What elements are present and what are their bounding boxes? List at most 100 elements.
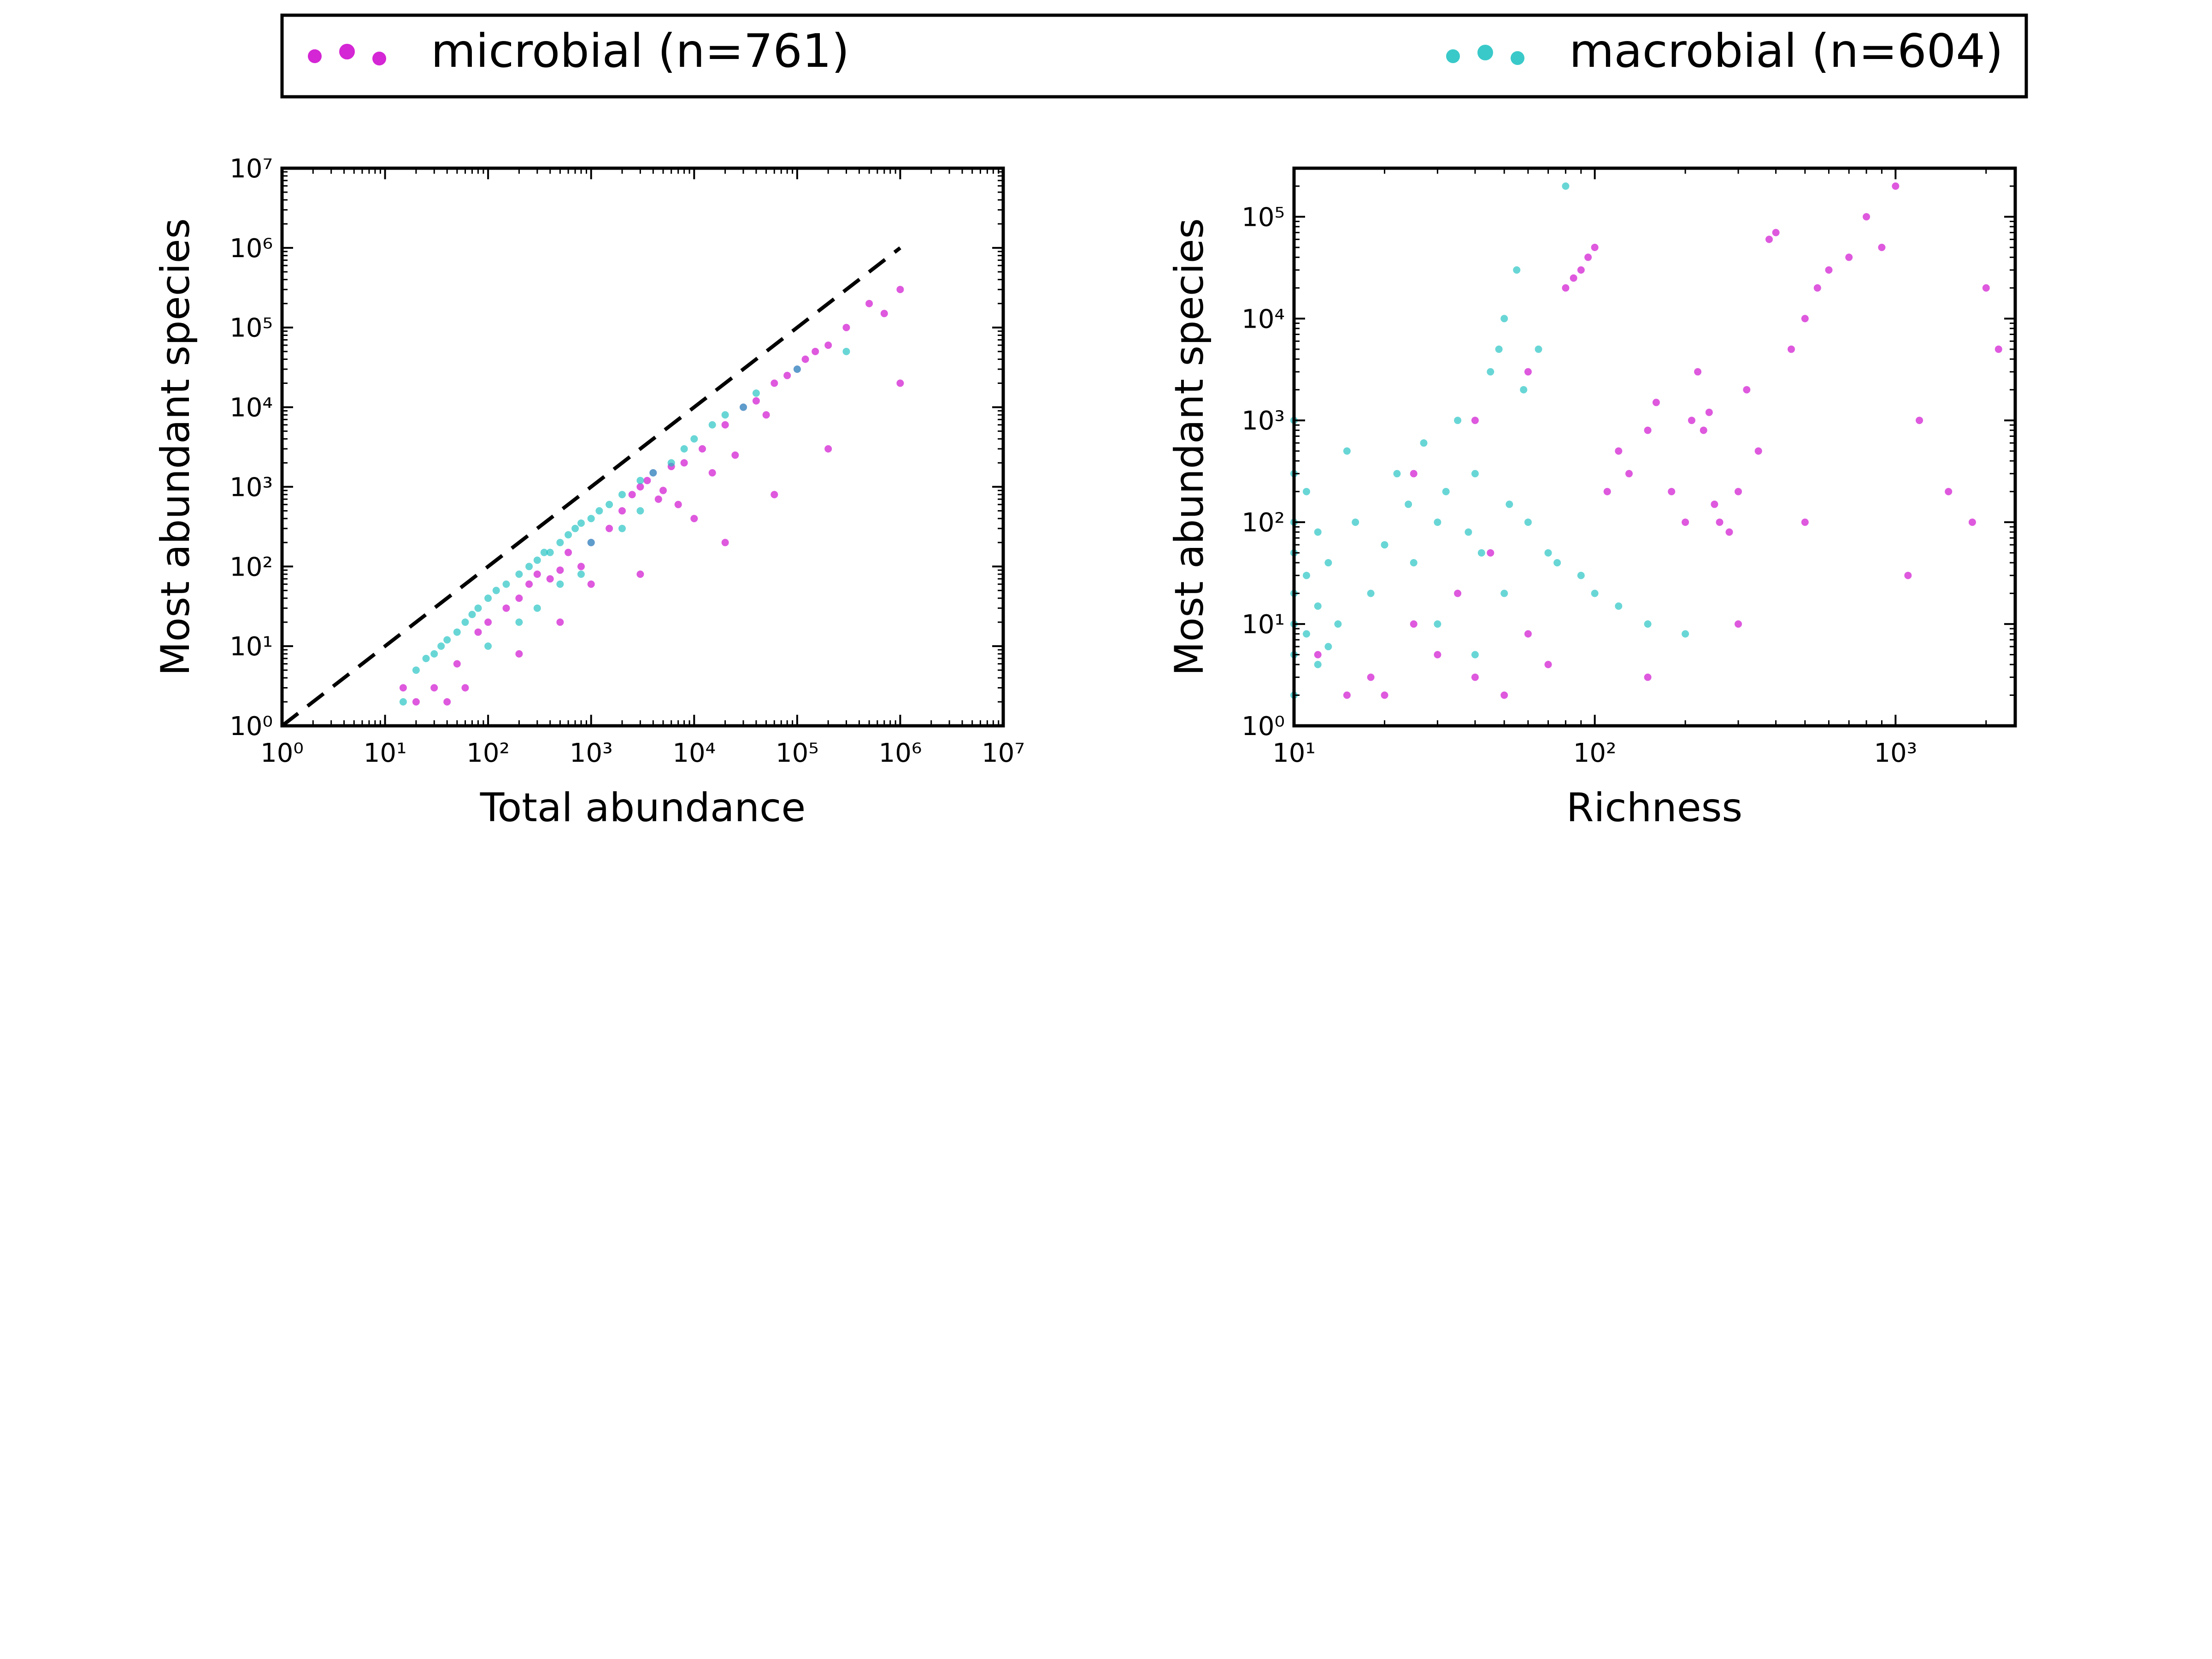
data-point-macrobial (492, 587, 500, 594)
data-point-microbial (430, 684, 438, 692)
data-point-macrobial (533, 556, 541, 564)
x-tick-label: 10² (466, 738, 510, 768)
data-point-microbial (1343, 691, 1351, 699)
data-point-microbial (1644, 673, 1652, 681)
data-point-microbial (896, 379, 904, 387)
data-point-microbial (1367, 673, 1375, 681)
x-tick-label: 10³ (570, 738, 613, 768)
data-point-microbial (1410, 470, 1418, 477)
data-point-microbial (812, 347, 819, 355)
data-point-microbial (1381, 691, 1388, 699)
data-point-microbial (618, 507, 626, 515)
data-point-microbial (1982, 284, 1990, 292)
data-point-macrobial (468, 611, 476, 618)
data-point-microbial (1603, 488, 1611, 495)
data-point-microbial (1570, 274, 1577, 282)
data-point-macrobial (636, 477, 644, 484)
data-point-macrobial (740, 403, 747, 411)
data-point-macrobial (595, 507, 603, 515)
data-point-macrobial (1535, 345, 1542, 353)
data-point-macrobial (587, 539, 595, 547)
data-point-macrobial (1562, 182, 1570, 190)
data-point-macrobial (556, 580, 564, 588)
data-point-macrobial (437, 642, 445, 650)
data-point-macrobial (1352, 518, 1359, 526)
ticks-left: 10⁰ 10¹ 10² 10³ 10⁴ 10⁵ 10⁶ 10⁷ 10⁰ 10¹ 10² 10³ 10⁴ 1… (229, 154, 1025, 768)
data-point-microbial (1591, 243, 1599, 251)
y-tick-label: 10³ (229, 472, 273, 502)
data-point-microbial (1813, 284, 1821, 292)
data-point-microbial (674, 500, 682, 508)
data-point-microbial (1584, 253, 1592, 261)
data-point-macrobial (1367, 589, 1375, 597)
x-tick-label: 10² (1573, 738, 1617, 768)
data-point-macrobial (649, 469, 657, 477)
data-point-microbial (636, 571, 644, 578)
data-point-macrobial (1544, 549, 1552, 557)
data-point-macrobial (577, 519, 585, 527)
data-point-macrobial (1500, 589, 1508, 597)
x-tick-label: 10⁴ (672, 738, 716, 768)
data-point-macrobial (1420, 439, 1428, 447)
plot-frame-right (1292, 166, 2017, 728)
data-point-microbial (515, 650, 523, 658)
data-point-macrobial (1334, 620, 1342, 628)
data-point-microbial (1863, 213, 1870, 221)
legend-label-macrobial: macrobial (n=604) (1569, 24, 2003, 78)
legend-marker-microbial (308, 49, 322, 63)
y-tick-label: 10² (229, 552, 273, 582)
legend-frame (280, 13, 2028, 99)
legend-marker-macrobial (1446, 49, 1460, 63)
legend-marker-macrobial (1511, 51, 1524, 65)
data-point-macrobial (556, 539, 564, 547)
data-point-macrobial (515, 571, 523, 578)
y-tick-label: 10⁵ (229, 313, 273, 343)
data-point-macrobial (533, 604, 541, 612)
data-point-macrobial (565, 531, 572, 539)
x-tick-label: 10³ (1874, 738, 1917, 768)
data-point-microbial (1682, 518, 1689, 526)
data-point-microbial (1825, 266, 1833, 274)
legend-marker-microbial (372, 52, 386, 65)
data-point-microbial (1524, 368, 1532, 376)
data-point-microbial (771, 491, 778, 499)
data-point-microbial (680, 459, 688, 467)
data-point-microbial (1754, 447, 1762, 455)
data-point-macrobial (412, 666, 420, 674)
data-point-microbial (606, 524, 613, 532)
data-point-macrobial (453, 628, 461, 636)
data-point-microbial (801, 355, 809, 363)
data-point-macrobial (1495, 345, 1503, 353)
data-point-macrobial (1303, 630, 1310, 638)
data-point-macrobial (667, 459, 675, 467)
data-point-microbial (556, 566, 564, 574)
data-point-microbial (731, 451, 739, 459)
data-point-macrobial (1314, 602, 1322, 610)
data-point-macrobial (1454, 417, 1462, 424)
data-point-microbial (1716, 518, 1724, 526)
data-point-macrobial (1506, 500, 1513, 508)
data-point-microbial (628, 491, 636, 499)
data-points-left (399, 286, 904, 706)
data-point-macrobial (1520, 386, 1528, 394)
data-point-microbial (515, 594, 523, 602)
y-axis-label-left: Most abundant species (153, 218, 199, 676)
legend: microbial (n=761) macrobial (n=604) (280, 13, 2028, 99)
data-point-microbial (771, 379, 778, 387)
y-tick-label: 10³ (1241, 406, 1285, 436)
legend-marker-microbial (339, 44, 355, 59)
data-point-microbial (1711, 500, 1718, 508)
x-axis-label-left: Total abundance (480, 785, 806, 831)
data-point-microbial (1688, 417, 1695, 424)
data-point-microbial (1801, 315, 1809, 323)
data-point-microbial (865, 300, 873, 307)
data-point-macrobial (1405, 500, 1412, 508)
data-point-macrobial (1314, 661, 1322, 668)
y-tick-label: 10⁴ (1241, 304, 1285, 334)
data-point-microbial (1788, 345, 1795, 353)
data-point-macrobial (422, 654, 430, 662)
data-point-microbial (762, 411, 770, 419)
x-tick-label: 10⁰ (260, 738, 304, 768)
y-tick-label: 10¹ (1241, 610, 1285, 640)
